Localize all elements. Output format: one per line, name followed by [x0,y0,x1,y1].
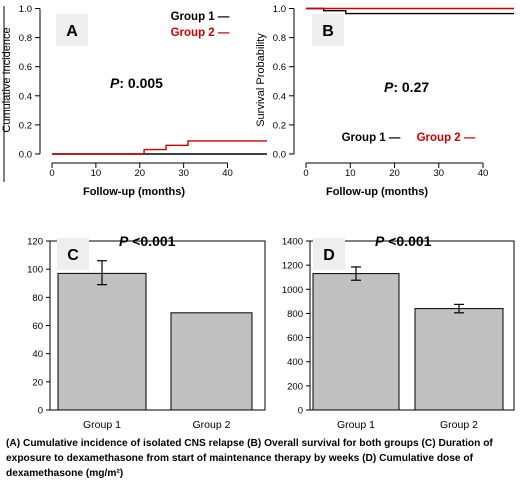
figure-caption: (A) Cumulative incidence of isolated CNS… [6,438,493,479]
bar-group-1 [57,272,147,411]
bar-group-2 [414,308,504,411]
panel-label-background [312,14,344,46]
legend-entry: Group 1 — [171,11,230,23]
panel-b-chart: 0.0 0.2 0.4 0.6 0.8 1.0 0 10 20 30 40 Follow-up (mo… [255,4,514,198]
x-tick-label: 30 [433,168,444,179]
y-tick-label: 1400 [282,237,303,248]
y-tick-label: 0.2 [19,120,32,131]
y-tick-label: 800 [287,309,303,320]
x-axis-label: Follow-up (months) [326,186,428,198]
y-tick-label: 600 [287,333,303,344]
x-tick-label: 40 [478,168,489,179]
y-tick-label: 1.0 [19,4,32,15]
y-axis-label: Cumulative Incidence [1,27,13,132]
x-tick-label: 40 [222,168,233,179]
x-tick-label: 10 [91,168,102,179]
y-tick-label: 20 [32,377,43,388]
y-tick-label: 1200 [282,261,303,272]
panel-d-chart: 0 200 400 600 800 1000 1200 1400 Group 1 Group 2 D… [282,233,515,431]
y-tick-label: 1000 [282,285,303,296]
p-value-text: <0.001 [128,233,175,249]
p-symbol: P [110,75,120,91]
y-tick-label: 1.0 [273,4,286,15]
panel-label: C [67,247,79,264]
x-tick-label: 10 [345,168,356,179]
x-tick-label: 30 [178,168,189,179]
panel-c-chart: 0 20 40 60 80 100 120 Group 1 Group 2 C P <0.001 [27,233,266,431]
y-tick-label: 0.4 [273,91,286,102]
p-value-annotation: P: 0.27 [384,79,429,95]
y-tick-label: 60 [32,321,43,332]
panel-label-background [56,14,88,46]
panel-a-chart: 0.0 0.2 0.4 0.6 0.8 1.0 0 10 20 30 40 Follow-up (mo… [1,4,267,198]
y-tick-label: 100 [27,265,43,276]
x-tick-label: 0 [303,168,308,179]
x-category-label: Group 2 [440,419,478,431]
y-tick-label: 40 [32,349,43,360]
panel-label: B [322,23,334,40]
p-symbol: P [119,233,129,249]
y-tick-label: 0.0 [19,150,32,161]
p-value-annotation: P <0.001 [375,233,432,249]
panel-label: D [323,247,335,264]
y-tick-label: 0.0 [273,150,286,161]
p-value-text: <0.001 [384,233,431,249]
x-axis-label: Follow-up (months) [83,186,185,198]
y-tick-label: 0.6 [273,62,286,73]
y-tick-label: 0.2 [273,120,286,131]
y-tick-label: 0.8 [19,33,32,44]
x-category-label: Group 1 [83,419,121,431]
y-tick-label: 200 [287,381,303,392]
y-tick-label: 0.6 [19,62,32,73]
x-category-label: Group 1 [337,419,375,431]
p-value-text: : 0.27 [393,79,429,95]
panel-label-background [57,238,89,270]
y-tick-label: 0.4 [19,91,32,102]
y-tick-label: 0.8 [273,33,286,44]
y-tick-label: 0 [38,406,43,417]
p-symbol: P [384,79,394,95]
p-symbol: P [375,233,385,249]
x-category-label: Group 2 [193,419,231,431]
p-value-annotation: P: 0.005 [110,75,163,91]
bar-group-1 [312,273,400,411]
y-tick-label: 0 [298,406,303,417]
legend-entry: Group 1 — [342,132,401,144]
p-value-annotation: P <0.001 [119,233,176,249]
y-axis-label: Survival Probability [255,33,267,127]
legend-entry: Group 2 — [171,27,230,39]
x-tick-label: 0 [49,168,54,179]
y-tick-label: 80 [32,293,43,304]
series-line-group-2 [52,140,267,155]
panel-label: A [66,23,78,40]
y-tick-label: 120 [27,237,43,248]
y-tick-label: 400 [287,357,303,368]
bar-group-2 [170,312,253,411]
x-tick-label: 20 [389,168,400,179]
panel-label-background [313,238,345,270]
x-tick-label: 20 [134,168,145,179]
legend-entry: Group 2 — [417,132,476,144]
p-value-text: : 0.005 [119,75,163,91]
